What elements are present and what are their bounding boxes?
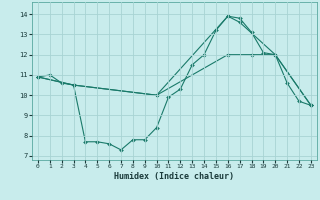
X-axis label: Humidex (Indice chaleur): Humidex (Indice chaleur)	[115, 172, 234, 181]
